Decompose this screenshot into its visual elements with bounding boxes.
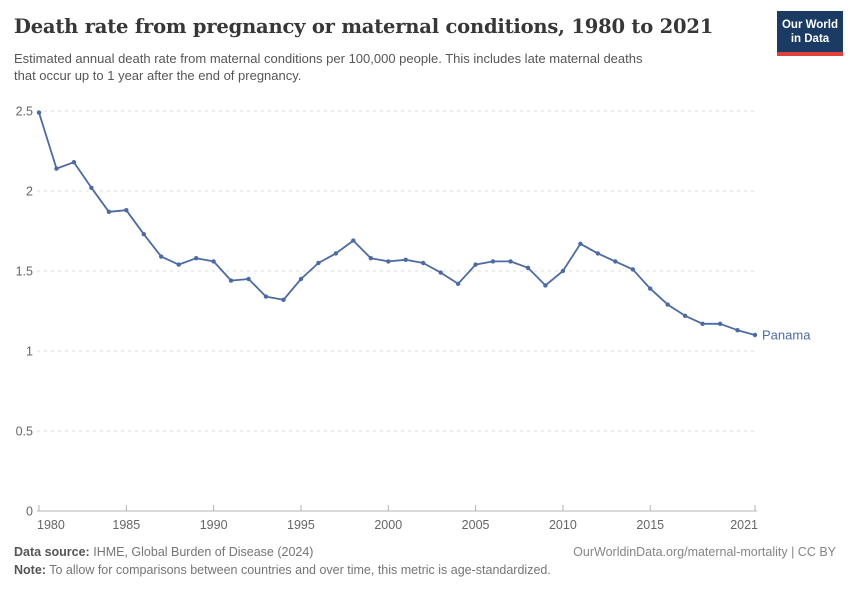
data-point[interactable] bbox=[665, 302, 670, 307]
chart-footer: Data source: IHME, Global Burden of Dise… bbox=[14, 545, 836, 577]
x-tick-label: 1990 bbox=[200, 518, 228, 532]
y-tick-label: 2 bbox=[26, 185, 33, 199]
data-point[interactable] bbox=[613, 259, 618, 264]
x-tick-label: 2010 bbox=[549, 518, 577, 532]
data-point[interactable] bbox=[351, 238, 356, 243]
data-point[interactable] bbox=[717, 321, 723, 326]
data-point[interactable] bbox=[386, 259, 391, 264]
y-tick-label: 1.5 bbox=[16, 265, 33, 279]
x-tick-label: 2005 bbox=[462, 518, 490, 532]
x-tick-label: 2021 bbox=[730, 518, 758, 532]
data-point[interactable] bbox=[508, 259, 513, 264]
data-point[interactable] bbox=[490, 259, 496, 264]
data-point[interactable] bbox=[682, 313, 688, 318]
data-point[interactable] bbox=[368, 256, 373, 261]
x-tick-label: 1985 bbox=[112, 518, 140, 532]
data-point[interactable] bbox=[316, 260, 321, 266]
chart-subtitle-line2: that occur up to 1 year after the end of… bbox=[14, 68, 302, 83]
data-point[interactable] bbox=[525, 265, 531, 270]
x-tick-label: 2000 bbox=[374, 518, 402, 532]
chart-subtitle-line1: Estimated annual death rate from materna… bbox=[14, 51, 643, 66]
owid-logo-line2: in Data bbox=[790, 33, 830, 45]
x-tick-label: 1995 bbox=[287, 518, 315, 532]
data-point[interactable] bbox=[403, 257, 408, 262]
chart-subtitle: Estimated annual death rate from materna… bbox=[14, 50, 642, 84]
chart-note: Note: To allow for comparisons between c… bbox=[14, 563, 836, 577]
y-tick-label: 0 bbox=[26, 505, 33, 519]
data-point[interactable] bbox=[124, 208, 129, 213]
data-point[interactable] bbox=[473, 262, 478, 267]
data-point[interactable] bbox=[159, 254, 164, 259]
data-point[interactable] bbox=[106, 209, 112, 214]
data-source-label: Data source: bbox=[14, 545, 90, 559]
y-tick-label: 1 bbox=[26, 345, 33, 359]
data-point[interactable] bbox=[298, 276, 304, 282]
data-point[interactable] bbox=[333, 251, 339, 256]
data-point[interactable] bbox=[89, 185, 94, 190]
x-tick-label: 2015 bbox=[636, 518, 664, 532]
panama-line[interactable] bbox=[38, 111, 756, 336]
x-tick-label: 1980 bbox=[37, 518, 65, 532]
data-point[interactable] bbox=[71, 160, 77, 165]
data-source: Data source: IHME, Global Burden of Dise… bbox=[14, 545, 313, 559]
data-point[interactable] bbox=[455, 281, 461, 286]
data-point[interactable] bbox=[560, 268, 566, 274]
data-point[interactable] bbox=[194, 256, 199, 261]
data-point[interactable] bbox=[246, 276, 251, 282]
note-label: Note: bbox=[14, 563, 46, 577]
data-point[interactable] bbox=[735, 328, 740, 333]
data-point[interactable] bbox=[421, 260, 426, 266]
data-point[interactable] bbox=[752, 332, 758, 338]
data-point[interactable] bbox=[630, 267, 635, 272]
y-tick-label: 2.5 bbox=[16, 105, 33, 119]
data-point[interactable] bbox=[595, 251, 600, 256]
data-point[interactable] bbox=[211, 259, 216, 264]
owid-logo: Our World in Data bbox=[777, 11, 843, 56]
data-point[interactable] bbox=[263, 294, 269, 299]
y-tick-label: 0.5 bbox=[16, 425, 33, 439]
data-point[interactable] bbox=[648, 286, 653, 291]
data-point[interactable] bbox=[176, 262, 181, 267]
data-point[interactable] bbox=[700, 321, 705, 326]
data-source-value: IHME, Global Burden of Disease (2024) bbox=[93, 545, 314, 559]
owid-logo-line1: Our World bbox=[781, 19, 838, 31]
data-point[interactable] bbox=[438, 270, 443, 275]
entity-label-panama[interactable]: Panama bbox=[762, 328, 811, 343]
data-point[interactable] bbox=[36, 110, 42, 115]
data-point[interactable] bbox=[578, 241, 583, 246]
owid-link[interactable]: OurWorldinData.org/maternal-mortality | … bbox=[573, 545, 836, 559]
data-point[interactable] bbox=[543, 283, 548, 288]
note-value: To allow for comparisons between countri… bbox=[49, 563, 551, 577]
page-title: Death rate from pregnancy or maternal co… bbox=[14, 15, 714, 38]
data-point[interactable] bbox=[141, 232, 146, 237]
data-point[interactable] bbox=[281, 297, 286, 302]
data-point[interactable] bbox=[54, 166, 59, 171]
data-point[interactable] bbox=[228, 278, 234, 283]
